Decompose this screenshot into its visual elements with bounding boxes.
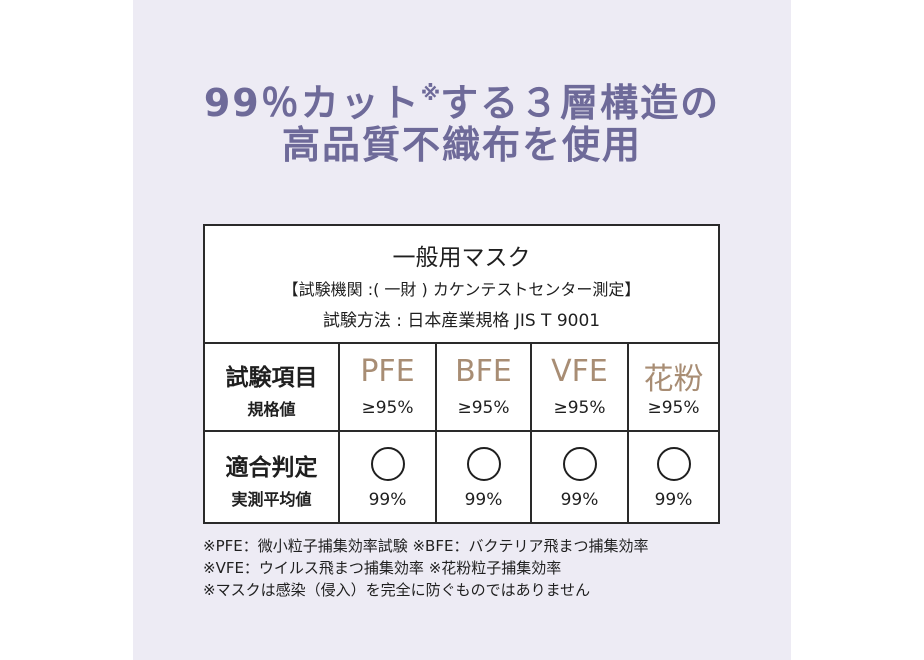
row-label-main: 適合判定 (225, 455, 318, 481)
metric-name: PFE (360, 354, 415, 389)
row-label-sub: 実測平均値 (231, 490, 312, 509)
table-row-test-items: 試験項目 規格値 PFE ≥95% BFE ≥95% VFE ≥95% 花粉 ≥… (205, 342, 718, 432)
item-cell-bfe: BFE ≥95% (435, 342, 530, 430)
headline-line-1-before: 99％カット (203, 81, 421, 125)
test-method: 試験方法 : 日本産業規格 JIS T 9001 (322, 311, 601, 331)
result-value: 99% (368, 490, 407, 510)
testing-organization: 【試験機関 :( 一財 ) カケンテストセンター測定】 (282, 280, 641, 299)
metric-standard: ≥95% (361, 398, 414, 418)
table-header: 一般用マスク 【試験機関 :( 一財 ) カケンテストセンター測定】 試験方法 … (205, 226, 718, 344)
circle-mark-icon (370, 447, 405, 481)
row-label-sub: 規格値 (247, 400, 296, 419)
footnote-line: ※PFE：微小粒子捕集効率試験 ※BFE：バクテリア飛まつ捕集効率 (203, 537, 649, 555)
item-cell-pollen: 花粉 ≥95% (627, 342, 718, 430)
circle-mark-icon (466, 447, 501, 481)
result-cell-pollen: 99% (627, 432, 718, 522)
circle-mark-icon (562, 447, 597, 481)
table-row-results: 適合判定 実測平均値 99% 99% 99% 99% (205, 432, 718, 522)
test-results-table: 一般用マスク 【試験機関 :( 一財 ) カケンテストセンター測定】 試験方法 … (203, 224, 720, 524)
result-value: 99% (654, 490, 693, 510)
row-label-cell: 適合判定 実測平均値 (205, 432, 338, 522)
result-cell-bfe: 99% (435, 432, 530, 522)
result-cell-vfe: 99% (530, 432, 627, 522)
item-cell-vfe: VFE ≥95% (530, 342, 627, 430)
footnote-line: ※VFE：ウイルス飛まつ捕集効率 ※花粉粒子捕集効率 (203, 559, 562, 577)
circle-mark-icon (656, 447, 691, 481)
result-value: 99% (560, 490, 599, 510)
headline-line-1: 99％カット※する３層構造の (133, 70, 791, 126)
item-cell-pfe: PFE ≥95% (338, 342, 435, 430)
headline-line-2: 高品質不織布を使用 (281, 123, 642, 167)
metric-standard: ≥95% (647, 398, 700, 418)
footnotes: ※PFE：微小粒子捕集効率試験 ※BFE：バクテリア飛まつ捕集効率 ※VFE：ウ… (203, 535, 763, 601)
table-title: 一般用マスク (392, 245, 531, 271)
headline-line-1-after: する３層構造の (440, 81, 721, 125)
metric-standard: ≥95% (553, 398, 606, 418)
result-cell-pfe: 99% (338, 432, 435, 522)
row-label-main: 試験項目 (225, 365, 318, 391)
metric-name: VFE (551, 354, 608, 389)
footnote-line: ※マスクは感染（侵入）を完全に防ぐものではありません (203, 581, 591, 599)
row-label-cell: 試験項目 規格値 (205, 342, 338, 430)
metric-name: BFE (455, 354, 512, 389)
metric-name: 花粉 (643, 362, 704, 397)
footnote-mark: ※ (420, 81, 441, 105)
metric-standard: ≥95% (457, 398, 510, 418)
result-value: 99% (464, 490, 503, 510)
